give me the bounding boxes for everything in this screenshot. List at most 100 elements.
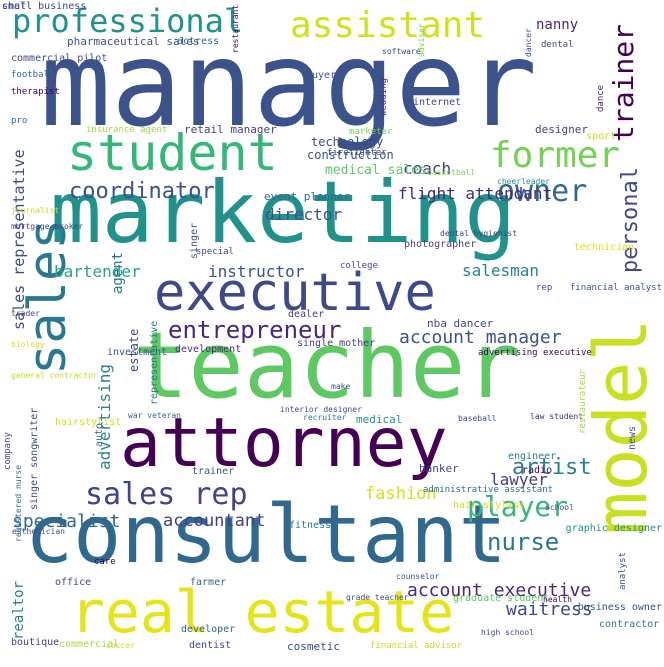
cloud-word: radio: [522, 465, 553, 476]
cloud-word: contractor: [599, 619, 660, 630]
cloud-word: banker: [419, 462, 459, 475]
cloud-word: fashion: [365, 484, 437, 504]
cloud-word: manager: [40, 15, 538, 153]
cloud-word: analyst: [618, 552, 628, 590]
cloud-word: personal: [618, 167, 643, 273]
cloud-word: journalist: [11, 206, 60, 215]
cloud-word: nanny: [536, 17, 579, 33]
cloud-word: lawyer: [490, 470, 548, 489]
cloud-word: waitress: [506, 599, 593, 620]
cloud-word: teacher: [133, 312, 521, 419]
cloud-word: engineer: [508, 451, 557, 462]
cloud-word: entrepreneur: [168, 316, 342, 344]
cloud-word: specialist: [12, 511, 121, 532]
cloud-word: high school: [481, 628, 534, 637]
cloud-word: auto: [94, 422, 105, 447]
cloud-word: graduate student: [453, 593, 550, 604]
cloud-word: attorney: [120, 404, 448, 483]
cloud-word: salesman: [462, 261, 540, 280]
cloud-word: war veteran: [128, 411, 181, 420]
cloud-word: professional: [12, 2, 244, 40]
cloud-word: accountant: [163, 511, 266, 531]
cloud-word: artist: [512, 455, 592, 480]
cloud-word: college: [340, 261, 378, 271]
cloud-word: soccer: [106, 641, 135, 650]
cloud-word: trainer: [192, 466, 235, 477]
cloud-word: hairstylist: [55, 417, 122, 428]
cloud-word: event planner: [264, 190, 351, 203]
cloud-word: consultant: [25, 488, 507, 581]
cloud-word: construction: [307, 148, 394, 162]
cloud-word: dental: [541, 40, 574, 50]
cloud-word: cheerleader: [497, 177, 550, 186]
cloud-word: baseball: [458, 414, 497, 423]
cloud-word: dealer: [288, 309, 325, 320]
cloud-word: company: [3, 432, 13, 470]
cloud-word: designer: [535, 123, 588, 136]
cloud-word: biology: [11, 340, 45, 349]
cloud-word: financial analyst: [569, 283, 662, 293]
cloud-word: realtor: [11, 580, 27, 640]
cloud-word: commercial pilot: [11, 53, 108, 64]
cloud-word: marketing: [50, 163, 516, 263]
cloud-word: medical sales: [325, 163, 427, 178]
cloud-word: sales representative: [10, 149, 28, 330]
cloud-word: esthetician: [12, 527, 65, 536]
cloud-word: mortgage broker: [11, 222, 84, 231]
cloud-word: sport: [586, 131, 617, 142]
cloud-word: account executive: [407, 580, 592, 601]
cloud-word: adviser: [417, 23, 426, 57]
cloud-word: counselor: [396, 572, 440, 581]
cloud-word: advertising executive: [478, 348, 592, 358]
cloud-word: director: [265, 205, 343, 224]
cloud-word: health: [543, 595, 572, 604]
cloud-word: bartender: [54, 262, 141, 281]
cloud-word: commercial: [59, 639, 120, 650]
cloud-word: former: [490, 135, 621, 176]
cloud-word: school: [545, 503, 574, 512]
cloud-word: special: [196, 247, 234, 257]
cloud-word: wedding: [379, 78, 389, 116]
cloud-word: therapist: [11, 87, 60, 97]
cloud-word: farmer: [190, 577, 227, 588]
cloud-word: rep: [536, 283, 553, 293]
cloud-word: interior designer: [280, 405, 362, 414]
cloud-word: recruiter: [303, 413, 347, 422]
cloud-word: singer songwriter: [29, 407, 40, 510]
cloud-word: single mother: [297, 338, 376, 349]
cloud-word: care: [94, 557, 116, 567]
cloud-word: representative: [149, 320, 160, 405]
cloud-word: graphic designer: [565, 523, 662, 534]
cloud-word: developer: [181, 624, 236, 635]
cloud-word: grade teacher: [346, 593, 409, 602]
cloud-word: player: [467, 490, 569, 523]
cloud-word: nba dancer: [427, 317, 494, 330]
cloud-word: account manager: [399, 327, 562, 348]
cloud-word: pharmaceutical sales: [67, 35, 200, 48]
cloud-word: trader: [11, 309, 40, 318]
cloud-word: photographer: [404, 239, 477, 250]
cloud-word: football: [11, 70, 55, 80]
cloud-word: singer: [189, 222, 200, 259]
cloud-word: coach: [403, 159, 452, 178]
cloud-word: internet: [413, 97, 462, 108]
cloud-word: dance: [596, 84, 606, 112]
cloud-word: news: [627, 425, 638, 450]
cloud-word: actress: [177, 36, 220, 47]
cloud-word: coordinator: [69, 179, 215, 204]
cloud-word: marketer: [349, 127, 393, 137]
cloud-word: pro: [11, 116, 28, 126]
cloud-word: flight attendant: [398, 184, 553, 203]
cloud-word: restaurateur: [578, 368, 588, 434]
cloud-word: dental hygienist: [440, 229, 518, 238]
cloud-word: trainer: [607, 23, 640, 142]
cloud-word: sales: [18, 218, 78, 375]
cloud-word: dancer: [524, 28, 533, 57]
cloud-word: software: [382, 47, 421, 56]
cloud-word: technology: [311, 135, 384, 149]
cloud-word: technician: [574, 242, 635, 253]
cloud-word: dentist: [189, 640, 232, 651]
cloud-word: investment: [107, 347, 168, 358]
cloud-word: general contractor: [11, 371, 98, 380]
